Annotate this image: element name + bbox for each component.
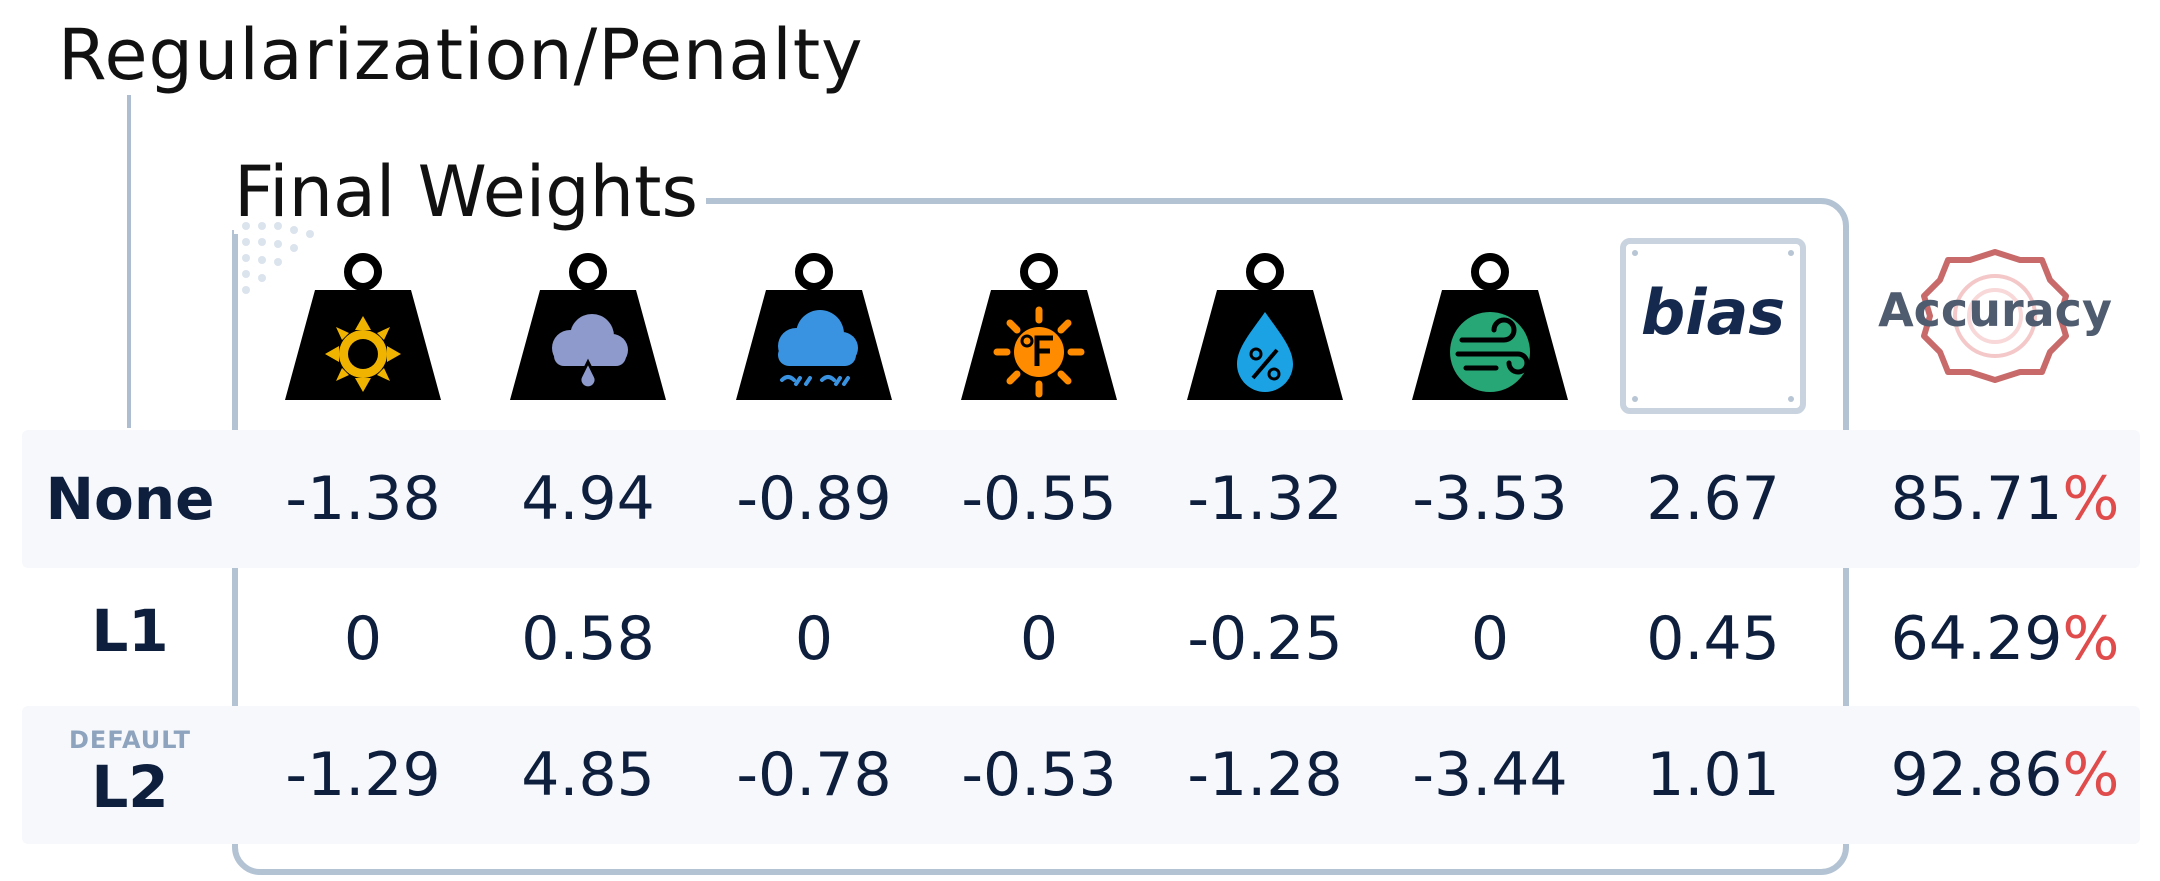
percent-sign: % [2062,604,2120,674]
row-label-none: None [45,465,215,533]
table-cell: 0.58 [521,604,655,674]
temperature-weight-icon [961,253,1117,400]
table-cell: -0.89 [736,464,892,534]
accuracy-cell: 92.86% [1855,740,2155,810]
bias-card-corner-dot [1788,396,1794,402]
accuracy-cell: 64.29% [1855,604,2155,674]
row-band-l2 [22,706,2140,844]
row-label-l1: L1 [91,597,169,665]
table-cell: -0.25 [1187,604,1343,674]
row-label-l2: L2 [91,753,169,821]
table-cell: -1.28 [1187,740,1343,810]
regularization-title: Regularization/Penalty [58,14,864,96]
table-cell: 0 [343,604,383,674]
snow-weight-icon [736,253,892,400]
table-cell-bias: 0.45 [1646,604,1780,674]
percent-sign: % [2062,464,2120,534]
regularization-connector-line [127,95,131,428]
bias-card-corner-dot [1788,250,1794,256]
table-cell: -0.53 [961,740,1117,810]
table-cell: 4.94 [521,464,655,534]
table-cell: -1.38 [285,464,441,534]
accuracy-value: 64.29 [1890,604,2063,674]
table-cell: -0.78 [736,740,892,810]
table-cell: 0 [794,604,834,674]
default-tag: DEFAULT [69,726,191,754]
dot-pattern-decoration [242,222,314,294]
final-weights-title: Final Weights [234,150,706,234]
table-cell: -0.55 [961,464,1117,534]
table-cell: -3.53 [1412,464,1568,534]
table-cell: -1.29 [285,740,441,810]
rain-weight-icon [510,253,666,400]
humidity-weight-icon [1187,253,1343,400]
accuracy-header-label: Accuracy [1878,283,2112,337]
table-cell: 0 [1019,604,1059,674]
wind-weight-icon [1412,253,1568,400]
bias-header-card [1620,238,1806,414]
accuracy-badge-icon [1921,249,2069,383]
table-cell: 0 [1470,604,1510,674]
table-cell: 4.85 [521,740,655,810]
accuracy-value: 85.71 [1890,464,2063,534]
table-cell: -3.44 [1412,740,1568,810]
table-cell: -1.32 [1187,464,1343,534]
table-cell-bias: 2.67 [1646,464,1780,534]
sun-weight-icon [285,253,441,400]
accuracy-value: 92.86 [1890,740,2063,810]
percent-sign: % [2062,740,2120,810]
bias-header-label: bias [1640,276,1786,349]
table-cell-bias: 1.01 [1646,740,1780,810]
row-band-none [22,430,2140,568]
bias-card-corner-dot [1632,250,1638,256]
accuracy-cell: 85.71% [1855,464,2155,534]
bias-card-corner-dot [1632,396,1638,402]
